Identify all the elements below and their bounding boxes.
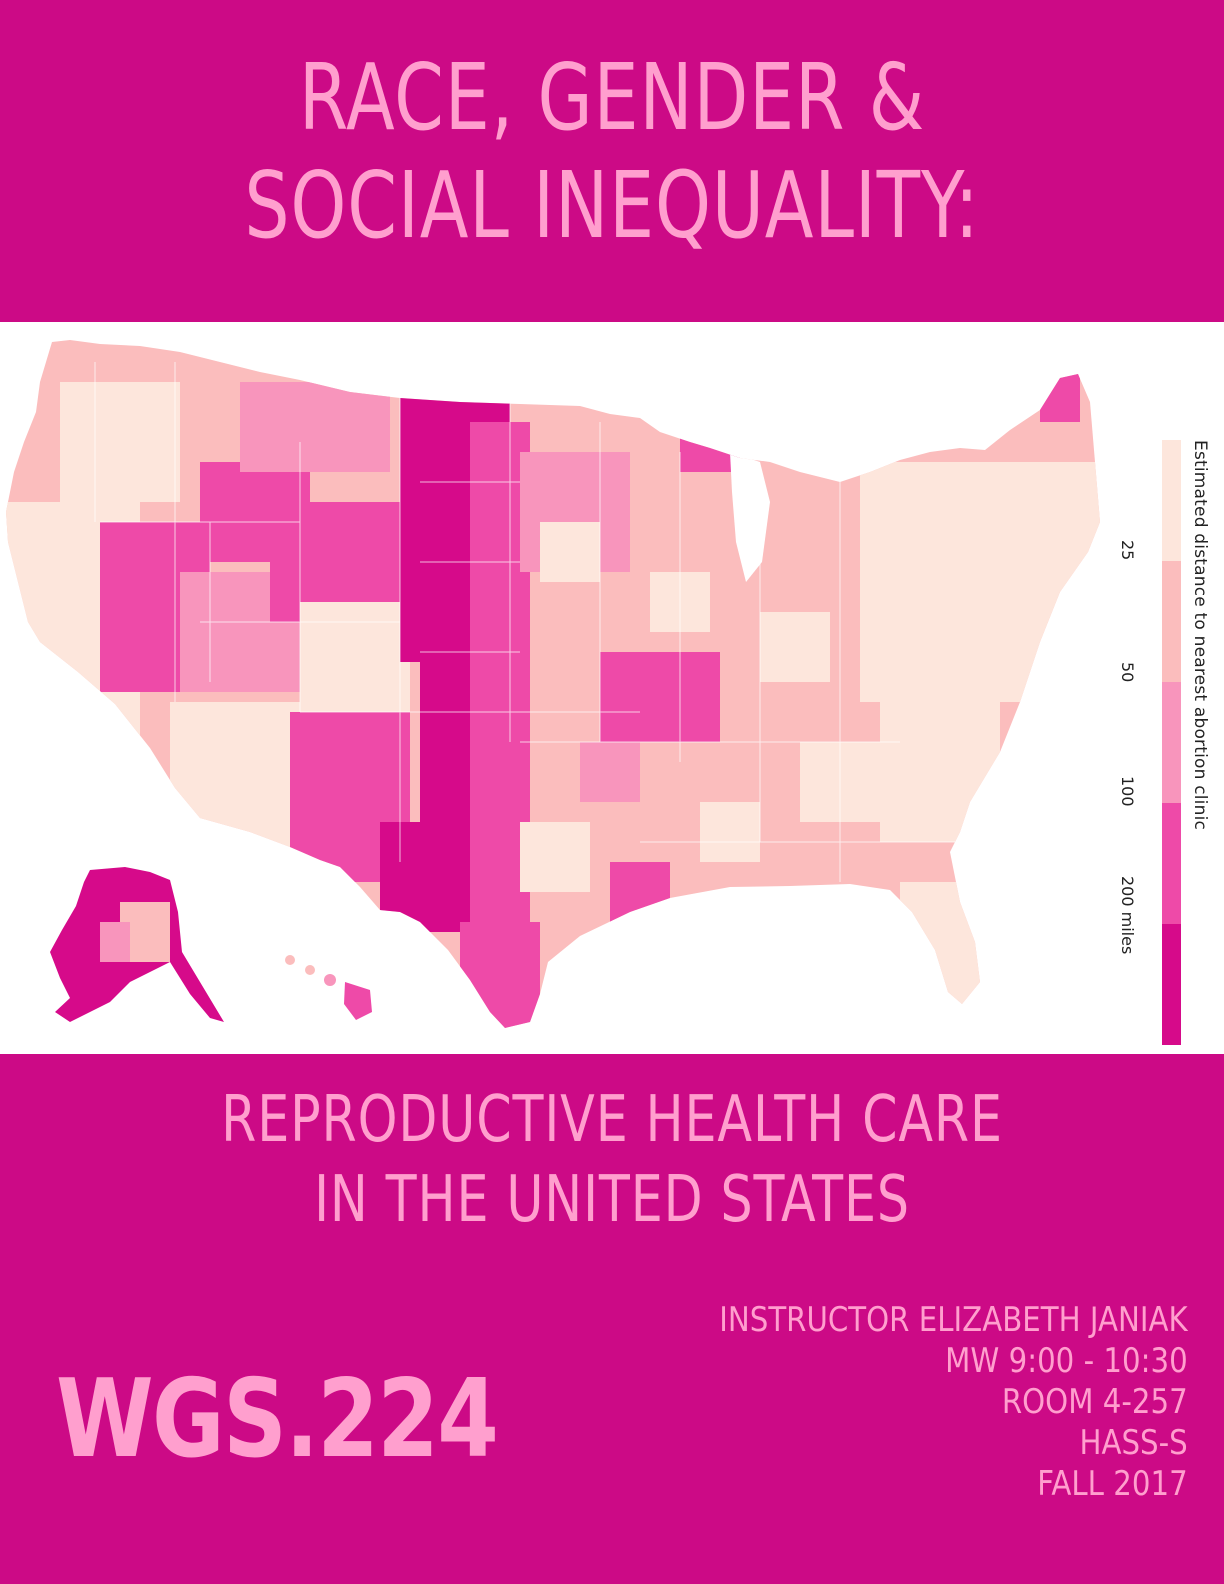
us-distance-map	[6, 340, 1100, 1028]
header-band	[0, 0, 1224, 322]
legend-title: Estimated distance to nearest abortion c…	[1190, 440, 1210, 831]
footer-band	[0, 1054, 1224, 1584]
contiguous-us	[6, 340, 1100, 1028]
room: ROOM 4-257	[1002, 1382, 1188, 1422]
subtitle-line-2: IN THE UNITED STATES	[314, 1163, 910, 1237]
subtitle-line-1: REPRODUCTIVE HEALTH CARE	[221, 1083, 1003, 1157]
legend-tick-25: 25	[1118, 540, 1137, 561]
course-info: INSTRUCTOR ELIZABETH JANIAK MW 9:00 - 10…	[720, 1300, 1188, 1505]
term: FALL 2017	[1037, 1464, 1188, 1504]
designation: HASS-S	[1079, 1423, 1188, 1463]
legend-tick-100: 100	[1118, 776, 1137, 807]
alaska	[50, 867, 224, 1022]
legend-tick-200: 200 miles	[1118, 876, 1137, 955]
title-line-1: RACE, GENDER &	[298, 44, 926, 151]
course-code: WGS.224	[56, 1357, 499, 1482]
hawaii	[285, 955, 372, 1020]
legend-color-bar	[1162, 440, 1181, 1045]
instructor: INSTRUCTOR ELIZABETH JANIAK	[719, 1300, 1188, 1340]
schedule: MW 9:00 - 10:30	[945, 1341, 1188, 1381]
legend-tick-50: 50	[1118, 662, 1137, 683]
title-line-2: SOCIAL INEQUALITY:	[244, 152, 980, 259]
